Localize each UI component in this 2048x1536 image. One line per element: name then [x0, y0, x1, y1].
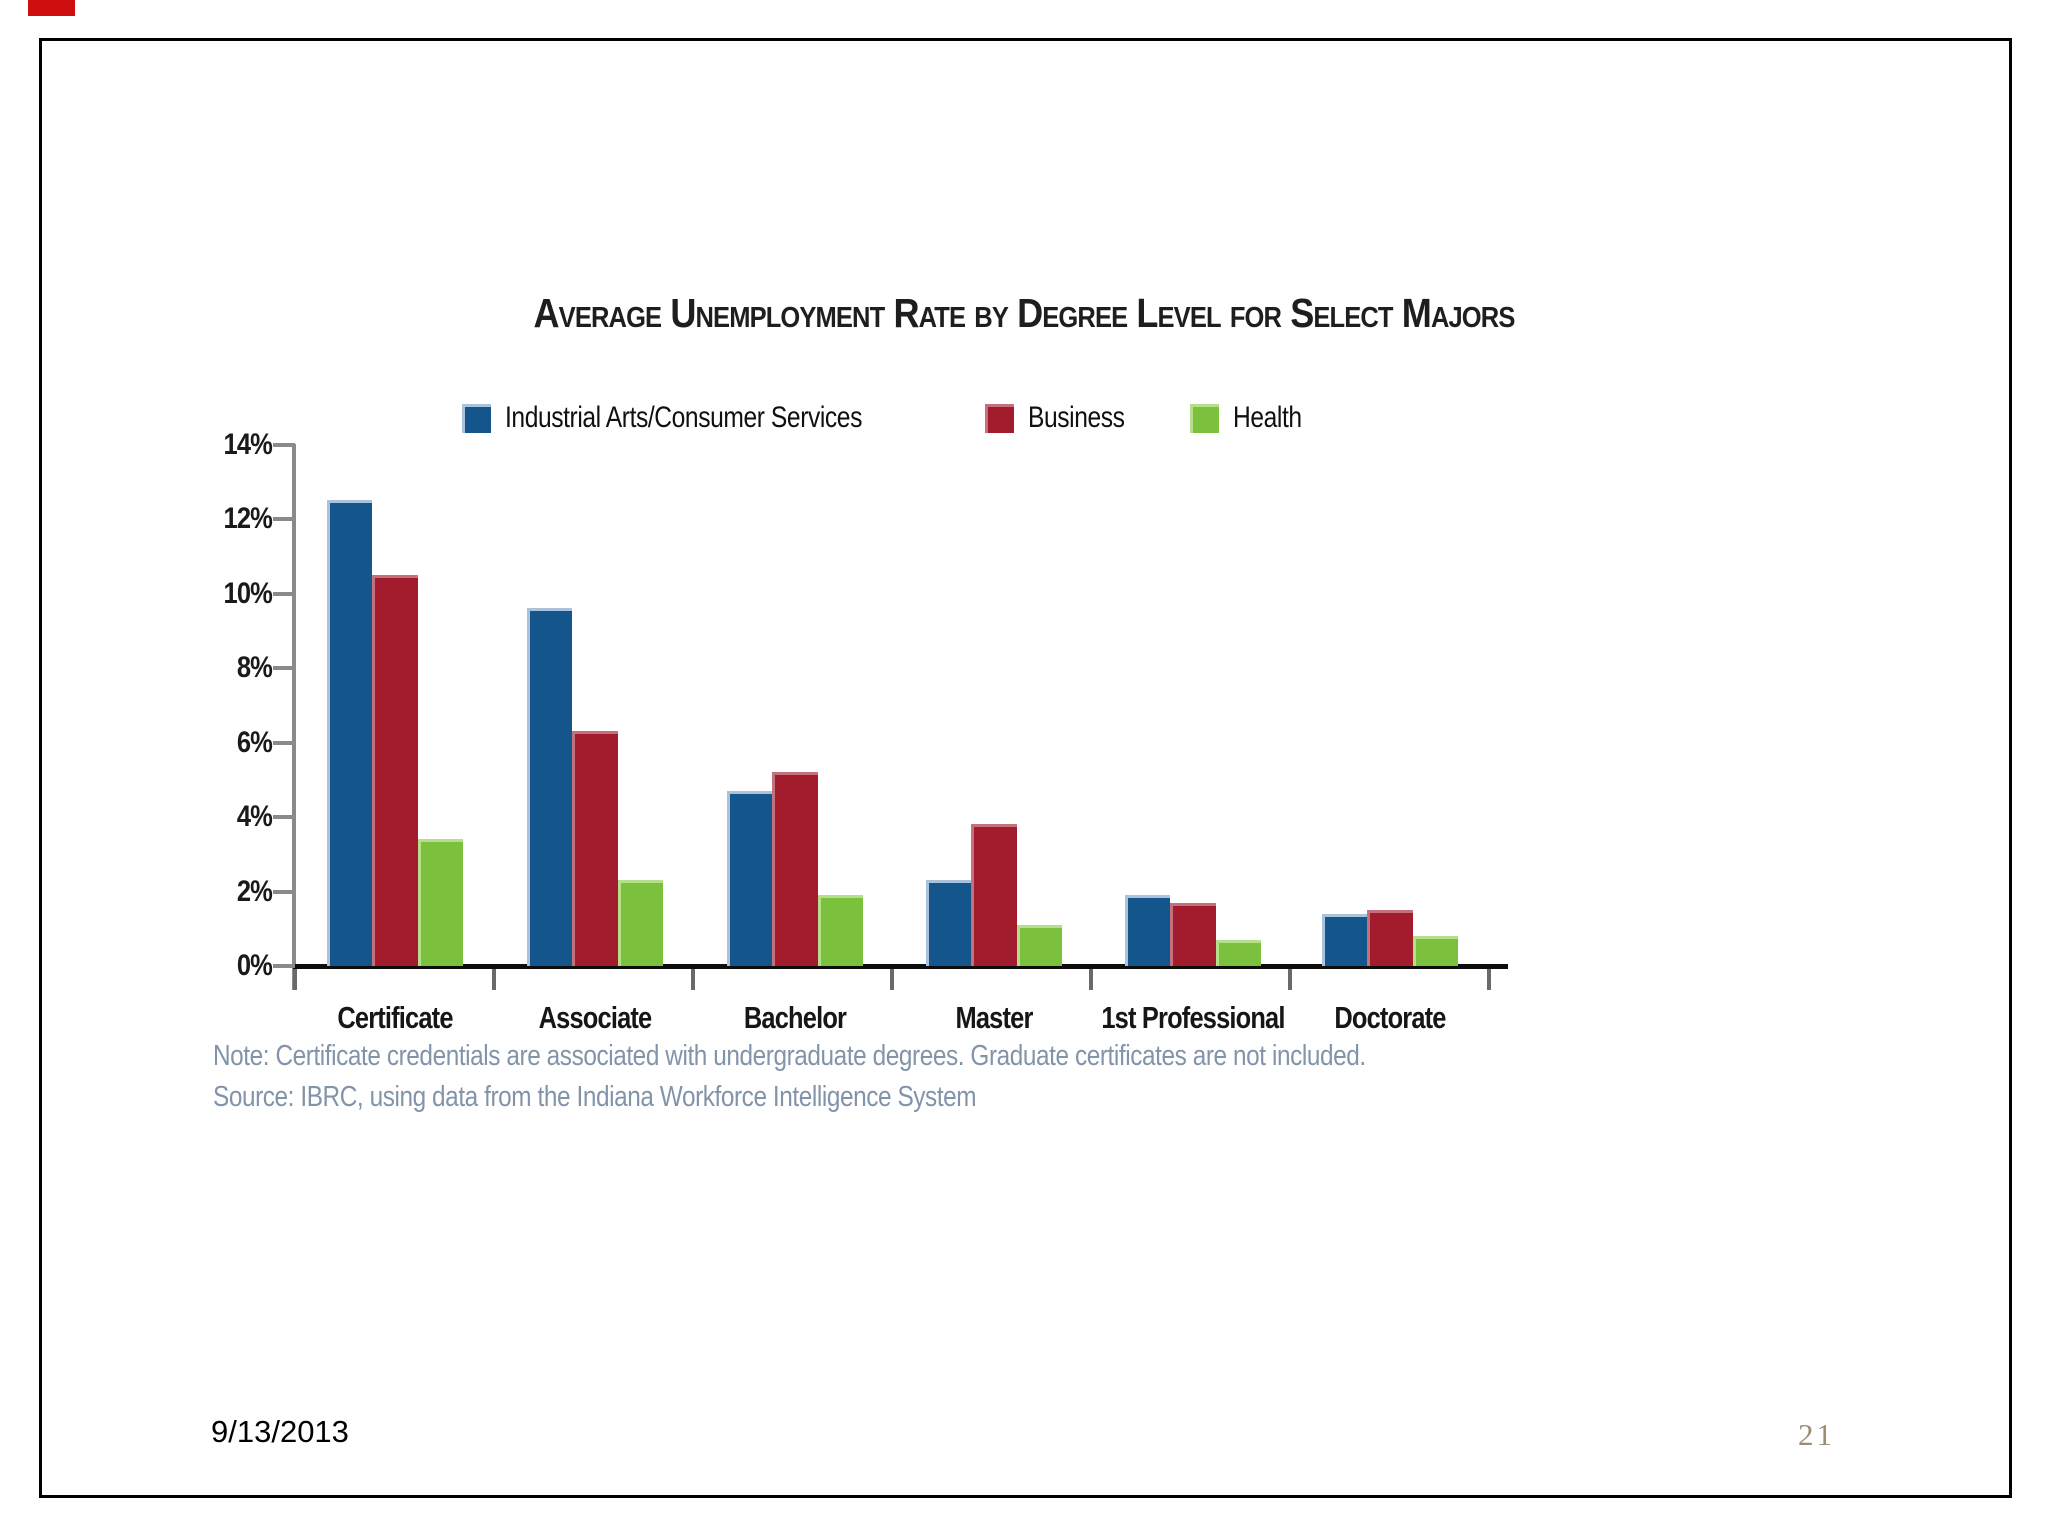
bar-industrial-arts-consumer-services-bachelor	[727, 790, 773, 966]
y-axis-tick	[273, 889, 295, 894]
legend-label: Business	[1028, 401, 1125, 434]
y-axis-tick-label: 14%	[223, 427, 273, 461]
category-label-master: Master	[955, 1000, 1033, 1035]
legend-item-industrial-arts-consumer-services: Industrial Arts/Consumer Services	[462, 401, 940, 434]
y-axis-tick-label: 12%	[223, 502, 273, 535]
y-axis-tick-label: 8%	[236, 651, 273, 684]
bar-business-1st-professional	[1170, 902, 1216, 966]
x-axis-separator-tick	[1288, 969, 1292, 990]
category-label-associate: Associate	[538, 1000, 653, 1035]
category-label-bachelor: Bachelor	[743, 1000, 847, 1035]
y-axis-tick	[273, 591, 295, 596]
chart-title: Average Unemployment Rate by Degree Leve…	[533, 290, 1516, 336]
y-axis-tick	[273, 442, 295, 447]
y-axis-tick	[273, 815, 295, 819]
x-axis-separator-tick	[293, 969, 297, 990]
y-axis-tick-label: 6%	[236, 725, 273, 759]
y-axis-tick	[273, 964, 295, 968]
legend-item-health: Health	[1190, 401, 1317, 434]
x-axis-separator-tick	[1487, 969, 1491, 990]
bar-industrial-arts-consumer-services-certificate	[327, 500, 373, 966]
y-axis-tick-label: 4%	[236, 800, 273, 833]
y-axis-tick-label: 0%	[236, 949, 273, 982]
legend-item-business: Business	[985, 401, 1146, 434]
page-number: 21	[1798, 1417, 1835, 1452]
category-label-1st-professional: 1st Professional	[1101, 1000, 1285, 1035]
bar-business-associate	[572, 731, 618, 966]
bar-health-bachelor	[817, 895, 863, 966]
bar-health-associate	[617, 880, 663, 966]
legend-swatch-industrial-arts-consumer-services	[462, 403, 491, 433]
bar-health-certificate	[417, 839, 463, 966]
slide-border-frame	[39, 38, 2012, 1498]
legend-swatch-health	[1190, 403, 1219, 433]
bar-health-master	[1016, 925, 1062, 966]
bar-business-bachelor	[772, 772, 818, 966]
bar-business-certificate	[372, 574, 418, 966]
bar-health-doctorate	[1412, 936, 1458, 966]
y-axis-tick	[273, 740, 295, 745]
bar-business-master	[971, 824, 1017, 966]
y-axis-tick-label: 2%	[236, 874, 273, 908]
category-label-doctorate: Doctorate	[1334, 1000, 1446, 1035]
footer-date: 9/13/2013	[211, 1414, 349, 1449]
category-label-certificate: Certificate	[337, 1000, 453, 1035]
bar-industrial-arts-consumer-services-1st-professional	[1125, 895, 1171, 966]
chart-source: Source: IBRC, using data from the Indian…	[213, 1081, 977, 1113]
x-axis-line	[293, 964, 1508, 969]
bar-health-1st-professional	[1215, 939, 1261, 966]
y-axis-line	[292, 444, 296, 990]
bar-industrial-arts-consumer-services-master	[926, 880, 972, 966]
red-corner-mark	[28, 0, 75, 16]
legend-label: Health	[1233, 401, 1302, 434]
legend-swatch-business	[985, 403, 1014, 433]
bar-business-doctorate	[1367, 910, 1413, 966]
y-axis-tick-label: 10%	[223, 576, 273, 610]
bar-industrial-arts-consumer-services-doctorate	[1322, 913, 1368, 966]
x-axis-separator-tick	[890, 969, 894, 990]
x-axis-separator-tick	[492, 969, 496, 990]
x-axis-separator-tick	[691, 969, 695, 990]
legend-label: Industrial Arts/Consumer Services	[505, 401, 862, 434]
y-axis-tick	[273, 666, 295, 670]
x-axis-separator-tick	[1089, 969, 1093, 990]
bar-industrial-arts-consumer-services-associate	[527, 608, 573, 966]
chart-note: Note: Certificate credentials are associ…	[213, 1040, 1366, 1072]
y-axis-tick	[273, 517, 295, 521]
